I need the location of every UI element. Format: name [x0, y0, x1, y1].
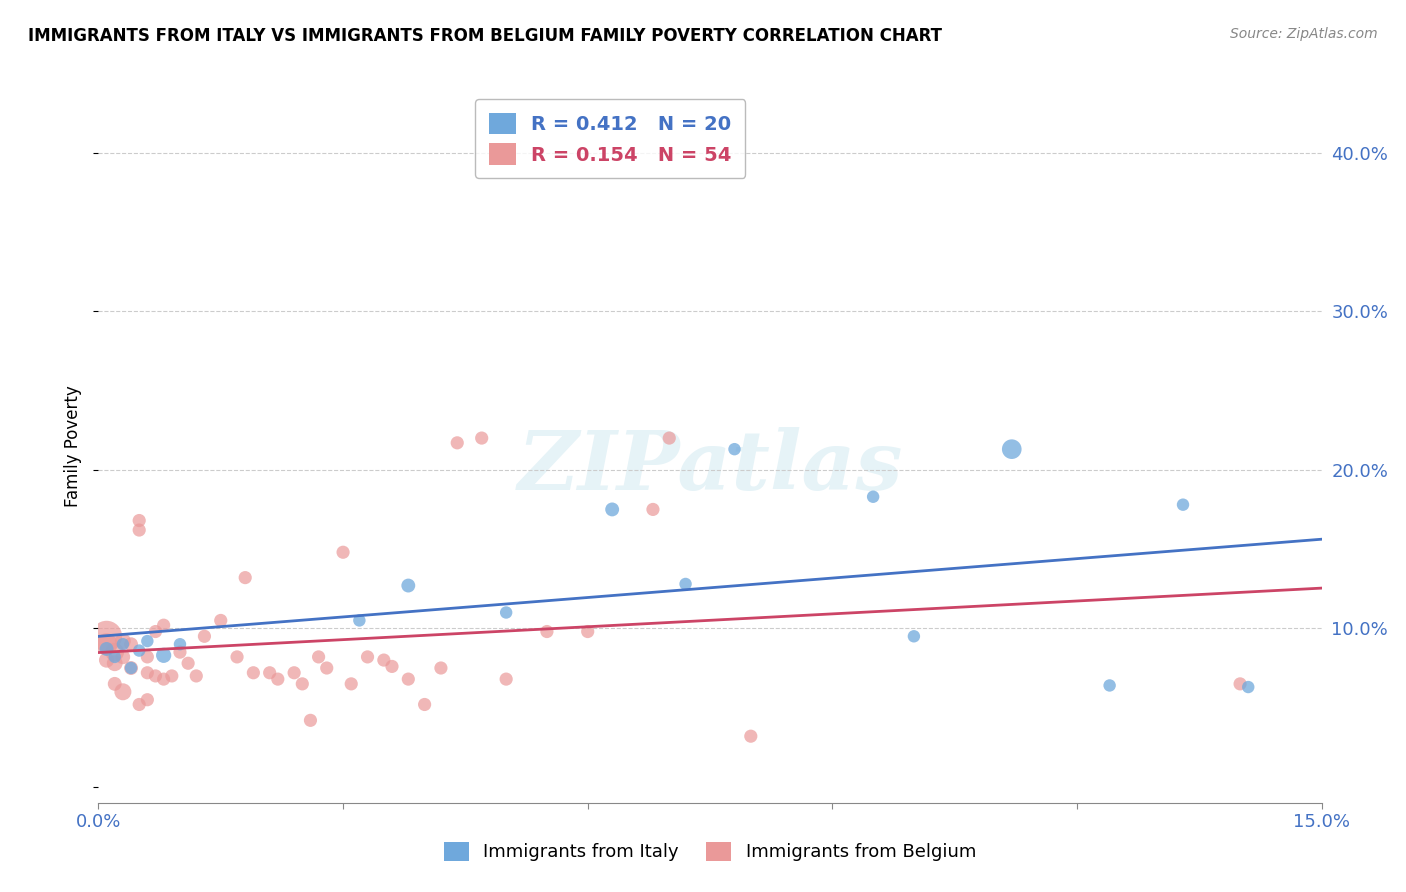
Point — [373, 653, 395, 667]
Point — [152, 618, 174, 632]
Point — [740, 729, 762, 743]
Point — [315, 661, 337, 675]
Point — [723, 442, 745, 457]
Text: Source: ZipAtlas.com: Source: ZipAtlas.com — [1230, 27, 1378, 41]
Point — [267, 672, 290, 686]
Point — [308, 649, 330, 664]
Point — [641, 502, 664, 516]
Point — [259, 665, 281, 680]
Point — [283, 665, 305, 680]
Point — [145, 624, 167, 639]
Point — [291, 677, 314, 691]
Y-axis label: Family Poverty: Family Poverty — [65, 385, 83, 507]
Point — [177, 657, 200, 671]
Point — [104, 657, 127, 671]
Point — [209, 614, 232, 628]
Point — [1098, 678, 1121, 692]
Point — [413, 698, 436, 712]
Point — [111, 637, 134, 651]
Point — [152, 648, 174, 663]
Point — [396, 672, 419, 686]
Point — [340, 677, 363, 691]
Point — [128, 643, 150, 657]
Point — [96, 629, 118, 643]
Point — [96, 642, 118, 657]
Point — [903, 629, 925, 643]
Point — [104, 649, 127, 664]
Point — [381, 659, 404, 673]
Point — [471, 431, 494, 445]
Point — [104, 645, 127, 659]
Legend: Immigrants from Italy, Immigrants from Belgium: Immigrants from Italy, Immigrants from B… — [433, 830, 987, 872]
Point — [495, 606, 517, 620]
Point — [136, 649, 159, 664]
Point — [332, 545, 354, 559]
Point — [1001, 442, 1024, 457]
Point — [136, 665, 159, 680]
Point — [658, 431, 681, 445]
Point — [536, 624, 558, 639]
Point — [120, 637, 142, 651]
Point — [430, 661, 453, 675]
Point — [226, 649, 249, 664]
Point — [576, 624, 599, 639]
Point — [233, 571, 256, 585]
Point — [104, 677, 127, 691]
Point — [396, 578, 419, 592]
Point — [862, 490, 884, 504]
Point — [145, 669, 167, 683]
Point — [446, 435, 468, 450]
Point — [136, 692, 159, 706]
Point — [96, 637, 118, 651]
Point — [152, 672, 174, 686]
Point — [193, 629, 215, 643]
Point — [128, 514, 150, 528]
Point — [495, 672, 517, 686]
Point — [242, 665, 264, 680]
Point — [1171, 498, 1194, 512]
Point — [136, 634, 159, 648]
Point — [600, 502, 623, 516]
Point — [96, 653, 118, 667]
Point — [186, 669, 208, 683]
Point — [128, 523, 150, 537]
Point — [111, 685, 134, 699]
Point — [169, 637, 191, 651]
Point — [111, 649, 134, 664]
Point — [169, 645, 191, 659]
Point — [120, 661, 142, 675]
Point — [120, 661, 142, 675]
Point — [299, 714, 322, 728]
Text: IMMIGRANTS FROM ITALY VS IMMIGRANTS FROM BELGIUM FAMILY POVERTY CORRELATION CHAR: IMMIGRANTS FROM ITALY VS IMMIGRANTS FROM… — [28, 27, 942, 45]
Point — [1229, 677, 1251, 691]
Point — [356, 649, 378, 664]
Text: ZIPatlas: ZIPatlas — [517, 427, 903, 508]
Point — [675, 577, 697, 591]
Point — [349, 614, 371, 628]
Point — [111, 634, 134, 648]
Point — [160, 669, 183, 683]
Point — [1237, 680, 1260, 694]
Point — [128, 698, 150, 712]
